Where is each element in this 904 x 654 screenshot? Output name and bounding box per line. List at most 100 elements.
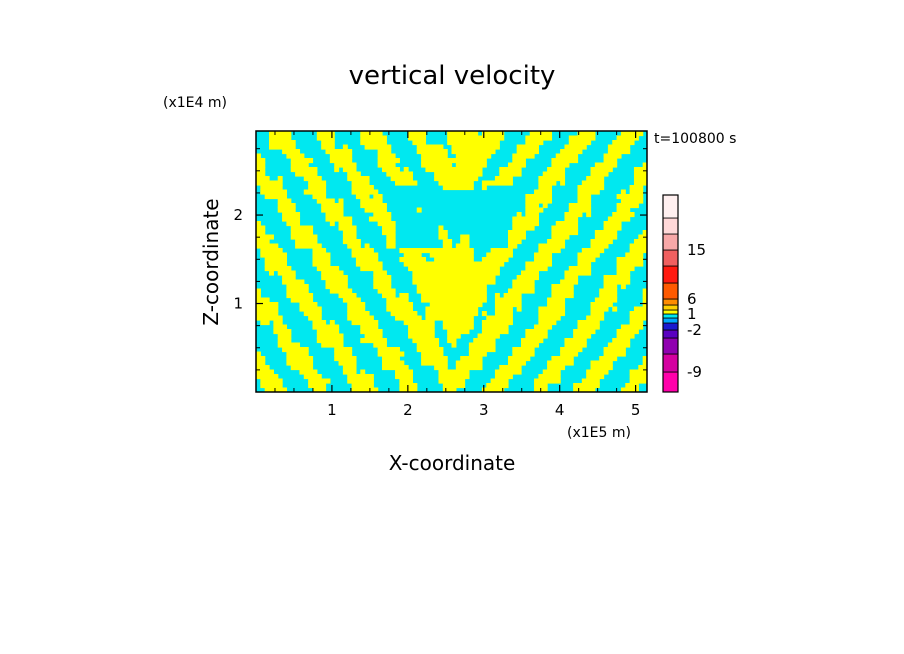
chart-title: vertical velocity (349, 61, 556, 91)
updraft-region (603, 351, 626, 357)
colorbar-segment (662, 371, 679, 393)
updraft-region (325, 279, 348, 285)
updraft-region (308, 315, 322, 321)
updraft-region (568, 207, 592, 213)
updraft-region (560, 279, 579, 285)
updraft-region (516, 212, 522, 218)
updraft-region (633, 171, 647, 177)
updraft-region (342, 167, 357, 173)
updraft-region (629, 320, 644, 326)
updraft-region (416, 207, 422, 213)
updraft-region (442, 320, 474, 326)
updraft-region (512, 225, 535, 231)
updraft-region (273, 324, 288, 330)
updraft-region (342, 239, 361, 245)
updraft-region (438, 369, 470, 375)
updraft-region (599, 293, 618, 299)
updraft-region (629, 374, 647, 380)
updraft-region (599, 288, 618, 294)
updraft-region (438, 378, 466, 384)
updraft-region (334, 351, 353, 357)
updraft-region (390, 176, 413, 182)
updraft-region (395, 374, 413, 380)
updraft-region (290, 234, 318, 240)
updraft-region (481, 180, 513, 186)
updraft-region (273, 329, 292, 335)
updraft-region (507, 162, 526, 168)
updraft-region (360, 338, 387, 344)
updraft-region (308, 185, 327, 191)
updraft-region (534, 383, 548, 389)
updraft-region (269, 144, 296, 150)
updraft-region (507, 243, 518, 249)
velocity-field (256, 131, 647, 392)
updraft-region (403, 167, 409, 173)
updraft-region (438, 234, 448, 240)
updraft-region (616, 207, 631, 213)
updraft-region (594, 234, 618, 240)
updraft-region (342, 234, 357, 240)
updraft-region (334, 162, 357, 168)
updraft-region (421, 162, 453, 168)
updraft-region (386, 243, 396, 249)
updraft-region (408, 131, 427, 137)
updraft-region (442, 324, 474, 330)
updraft-region (534, 189, 553, 195)
updraft-region (455, 243, 470, 249)
updraft-region (568, 266, 592, 272)
colorbar-segment (662, 282, 679, 300)
updraft-region (325, 212, 344, 218)
updraft-region (421, 293, 487, 299)
updraft-region (499, 365, 522, 371)
updraft-region (542, 369, 561, 375)
updraft-region (256, 360, 266, 366)
updraft-region (386, 171, 413, 177)
x-tick-label: 1 (327, 401, 337, 419)
updraft-region (342, 297, 361, 303)
updraft-region (534, 324, 553, 330)
updraft-region (412, 275, 496, 281)
updraft-region (538, 243, 566, 249)
updraft-region (564, 338, 587, 344)
updraft-region (638, 365, 647, 371)
updraft-region (633, 176, 647, 182)
updraft-region (620, 131, 644, 137)
updraft-region (399, 257, 427, 263)
updraft-region (290, 167, 318, 173)
updraft-region (421, 356, 448, 362)
updraft-region (542, 171, 566, 177)
updraft-region (616, 333, 635, 339)
updraft-region (373, 275, 392, 281)
updraft-region (538, 185, 553, 191)
updraft-region (277, 270, 296, 276)
updraft-region (460, 356, 483, 362)
colorbar-segment (662, 249, 679, 267)
updraft-region (477, 333, 500, 339)
updraft-region (286, 360, 314, 366)
updraft-region (308, 383, 327, 389)
updraft-region (616, 203, 639, 209)
updraft-region (390, 311, 418, 317)
updraft-region (256, 158, 266, 164)
updraft-region (599, 356, 618, 362)
updraft-region (612, 338, 631, 344)
updraft-region (442, 383, 466, 389)
updraft-region (521, 342, 539, 348)
updraft-region (373, 284, 392, 290)
updraft-region (451, 342, 457, 348)
updraft-region (507, 230, 526, 236)
updraft-region (538, 374, 561, 380)
updraft-region (590, 306, 609, 312)
updraft-region (494, 306, 513, 312)
updraft-region (642, 288, 647, 294)
updraft-region (642, 302, 647, 308)
updraft-region (607, 216, 631, 222)
updraft-region (455, 360, 483, 366)
updraft-region (421, 297, 487, 303)
colorbar-segment (662, 353, 679, 373)
updraft-region (334, 347, 353, 353)
updraft-region (316, 131, 335, 137)
updraft-region (256, 356, 266, 362)
updraft-region (377, 149, 392, 155)
updraft-region (342, 369, 357, 375)
